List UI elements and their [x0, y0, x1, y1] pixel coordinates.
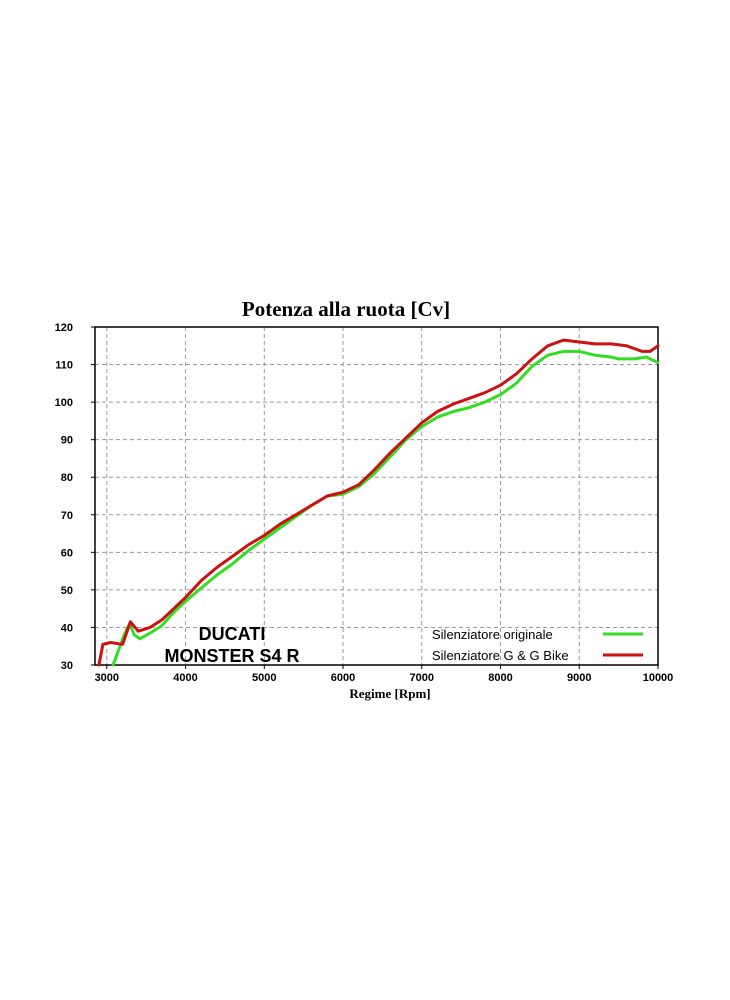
legend: Silenziatore originale Silenziatore G & G…: [432, 627, 643, 663]
x-tick-label: 9000: [567, 672, 591, 684]
x-tick-label: 8000: [488, 672, 512, 684]
y-tick-label: 40: [61, 622, 73, 634]
y-tick-label: 80: [61, 472, 73, 484]
grid: [95, 327, 658, 665]
y-tick-label: 50: [61, 585, 73, 597]
series-line-1: [111, 349, 660, 667]
y-tick-label: 100: [55, 397, 73, 409]
x-axis: 3000 4000 5000 6000 7000 8000 9000 10000: [95, 665, 674, 684]
x-tick-label: 6000: [331, 672, 355, 684]
x-tick-label: 10000: [643, 672, 674, 684]
y-tick-label: 90: [61, 435, 73, 447]
x-tick-label: 4000: [173, 672, 197, 684]
series-line-2: [97, 338, 660, 667]
x-tick-label: 5000: [252, 672, 276, 684]
x-tick-label: 3000: [95, 672, 119, 684]
legend-label-2: Silenziatore G & G Bike: [432, 648, 569, 663]
x-axis-label: Regime [Rpm]: [349, 686, 430, 701]
y-tick-label: 30: [61, 660, 73, 672]
annotation-line-1: DUCATI: [199, 624, 266, 644]
y-tick-label: 60: [61, 547, 73, 559]
annotation-line-2: MONSTER S4 R: [164, 646, 299, 666]
y-axis: 30 40 50 60 70 80 90 100 110 120: [55, 322, 95, 672]
y-tick-label: 70: [61, 510, 73, 522]
plot-frame: [94, 326, 659, 666]
x-tick-label: 7000: [410, 672, 434, 684]
series-lines: [97, 338, 660, 667]
y-tick-label: 110: [55, 360, 73, 372]
y-tick-label: 120: [55, 322, 73, 334]
legend-label-1: Silenziatore originale: [432, 627, 553, 642]
chart-title: Potenza alla ruota [Cv]: [242, 297, 450, 321]
